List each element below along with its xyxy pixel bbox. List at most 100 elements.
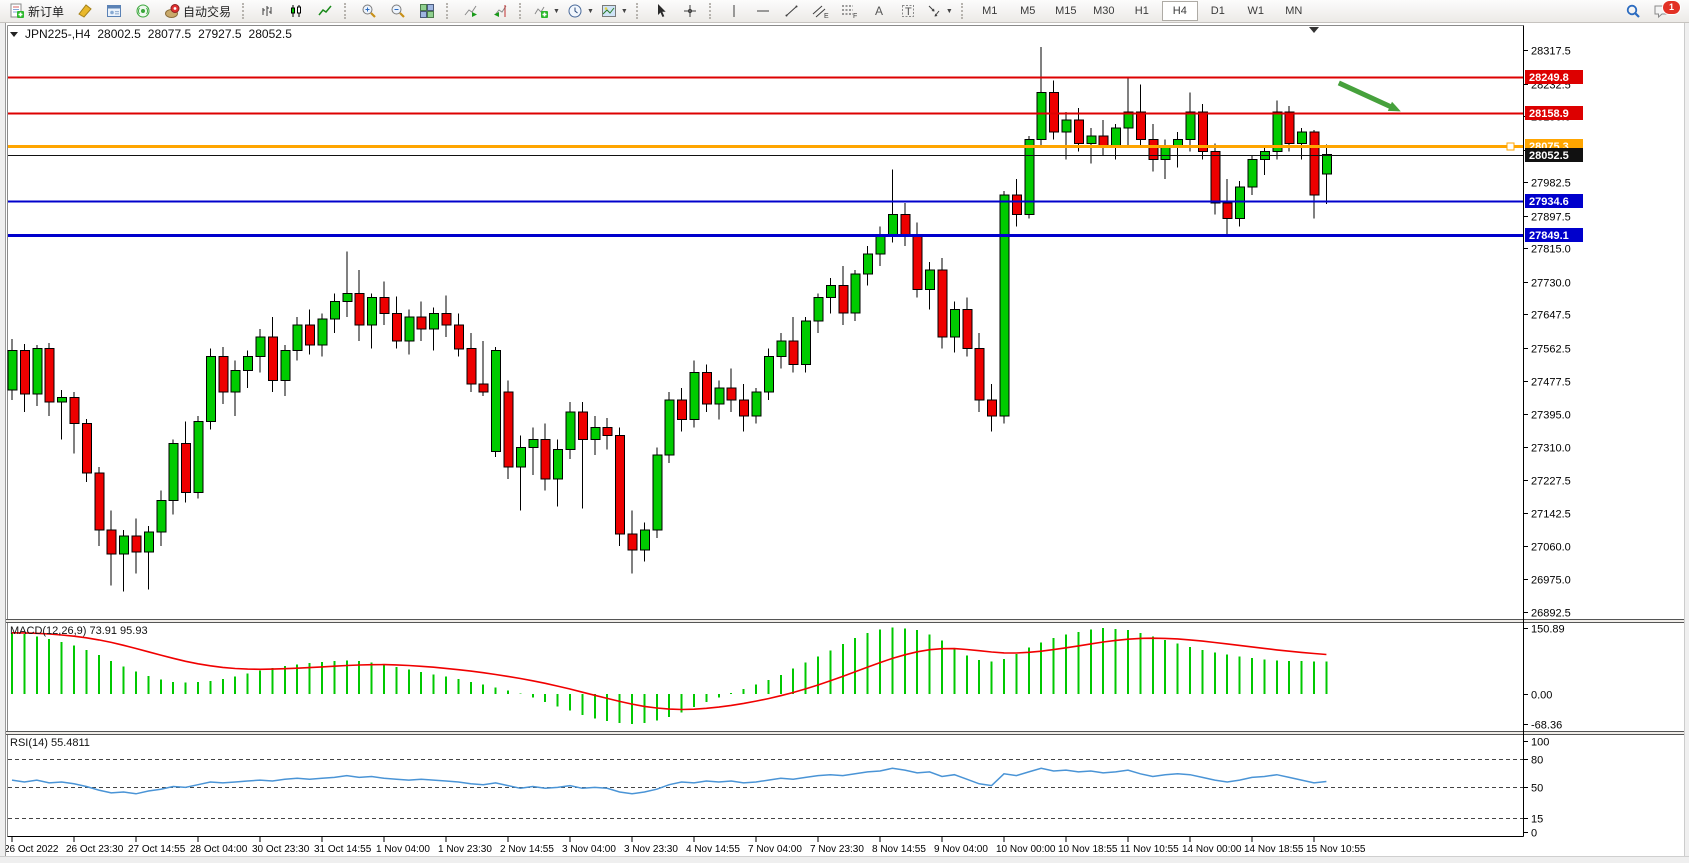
timeframe-w1-button[interactable]: W1 — [1247, 5, 1265, 17]
candle — [106, 529, 117, 555]
equidistant-channel-button[interactable]: E — [807, 0, 835, 22]
metaeditor-button[interactable] — [71, 0, 99, 22]
toolbar-grip — [960, 3, 967, 19]
timeframe-mn-button[interactable]: MN — [1285, 5, 1303, 17]
candle — [429, 312, 440, 330]
cursor-button[interactable] — [647, 0, 675, 22]
timeframe-h1-button[interactable]: H1 — [1134, 5, 1149, 17]
candlestick-chart-icon — [291, 5, 302, 17]
periods-icon — [568, 4, 582, 18]
candle — [1073, 119, 1084, 145]
candle — [714, 387, 725, 405]
timeframe-group: M1 M5 M15 M30 H1 H4 D1 W1 MN — [972, 1, 1312, 21]
candle — [1185, 111, 1196, 141]
candle — [540, 439, 551, 480]
price-tick-label: 28317.5 — [1531, 46, 1571, 58]
candles-series — [7, 47, 1332, 592]
candle — [999, 194, 1010, 417]
bar-chart-button[interactable] — [253, 0, 281, 22]
time-axis-label: 27 Oct 14:55 — [128, 844, 186, 855]
chat-button[interactable]: 1 — [1648, 0, 1681, 22]
collapse-trading-panel-icon[interactable] — [10, 31, 18, 37]
time-axis-label: 26 Oct 23:30 — [66, 844, 124, 855]
price-tick-label: 27060.0 — [1531, 542, 1571, 554]
candle — [478, 383, 489, 393]
timeframe-m1-button[interactable]: M1 — [982, 5, 998, 17]
macd-histogram — [11, 627, 1328, 724]
chart-shift-button[interactable] — [486, 0, 514, 22]
time-axis-label: 11 Nov 10:55 — [1120, 844, 1179, 855]
time-axis-label: 30 Oct 23:30 — [252, 844, 310, 855]
candle — [726, 387, 737, 401]
candle — [131, 535, 142, 553]
level-badge-label: 27849.1 — [1529, 230, 1569, 242]
time-axis-label: 10 Nov 00:00 — [996, 844, 1056, 855]
text-label-icon: T — [901, 5, 914, 18]
arrows-tool-button[interactable]: ▼ — [923, 0, 956, 22]
time-axis-label: 14 Nov 18:55 — [1244, 844, 1304, 855]
level-handle[interactable] — [1506, 142, 1515, 151]
line-chart-button[interactable] — [311, 0, 339, 22]
candle — [342, 293, 353, 302]
price-tick-label: 27647.5 — [1531, 310, 1571, 322]
trendline-button[interactable] — [778, 0, 806, 22]
svg-text:E: E — [824, 13, 829, 19]
level-badge: 27934.6 — [1525, 194, 1583, 208]
signals-button[interactable] — [129, 0, 157, 22]
candle — [1011, 194, 1022, 216]
terminal-button[interactable] — [100, 0, 128, 22]
chart-canvas[interactable]: 28317.528232.528150.028065.027982.527897… — [0, 22, 1689, 863]
zoom-in-button[interactable] — [355, 0, 383, 22]
new-order-button[interactable]: 新订单 — [3, 0, 70, 22]
timeframe-m5-button[interactable]: M5 — [1020, 5, 1036, 17]
tile-windows-button[interactable] — [413, 0, 441, 22]
zoom-out-button[interactable] — [384, 0, 412, 22]
chart-window: 28317.528232.528150.028065.027982.527897… — [0, 22, 1689, 863]
periods-button[interactable]: ▼ — [564, 0, 597, 22]
bar-chart-icon — [262, 6, 272, 16]
time-axis-label: 26 Oct 2022 — [4, 844, 59, 855]
indicators-button[interactable]: ▼ — [530, 0, 563, 22]
text-tool-button[interactable]: A — [865, 0, 893, 22]
vertical-line-button[interactable] — [720, 0, 748, 22]
level-badge: 28052.5 — [1525, 148, 1583, 162]
candle — [1123, 111, 1134, 129]
search-button[interactable] — [1619, 0, 1647, 22]
timeframe-h4-button[interactable]: H4 — [1161, 1, 1198, 21]
candle — [230, 369, 241, 393]
templates-button[interactable]: ▼ — [598, 0, 631, 22]
arrow-annotation[interactable] — [1337, 80, 1401, 112]
time-axis-label: 31 Oct 14:55 — [314, 844, 372, 855]
timeframe-m30-button[interactable]: M30 — [1093, 5, 1115, 17]
candle — [664, 399, 675, 456]
horizontal-line-button[interactable] — [749, 0, 777, 22]
timeframe-m15-button[interactable]: M15 — [1055, 5, 1077, 17]
candlestick-chart-button[interactable] — [282, 0, 310, 22]
price-tick-label: 27227.5 — [1531, 476, 1571, 488]
price-tick-label: 27815.0 — [1531, 244, 1571, 256]
chart-high-value: 28077.5 — [147, 27, 192, 41]
rsi-indicator-label: RSI(14) 55.4811 — [10, 737, 90, 749]
candle — [143, 531, 154, 553]
dropdown-arrow-icon: ▼ — [945, 7, 953, 15]
candle — [243, 356, 254, 371]
candle — [949, 308, 960, 338]
price-tick-label: 27395.0 — [1531, 410, 1571, 422]
text-label-tool-button[interactable]: T — [894, 0, 922, 22]
toolbar-grip — [242, 3, 248, 19]
terminal-icon — [107, 5, 122, 17]
candle — [1284, 111, 1295, 145]
autotrading-button[interactable]: 自动交易 — [158, 0, 237, 22]
fibonacci-button[interactable]: F — [836, 0, 864, 22]
candle — [553, 448, 564, 480]
time-axis-label: 1 Nov 04:00 — [376, 844, 430, 855]
level-badge: 28249.8 — [1525, 70, 1583, 84]
crosshair-button[interactable] — [676, 0, 704, 22]
timeframe-d1-button[interactable]: D1 — [1210, 5, 1225, 17]
candle — [1309, 131, 1320, 196]
candle — [1321, 154, 1332, 175]
candle — [181, 442, 192, 494]
time-axis-label: 10 Nov 18:55 — [1058, 844, 1118, 855]
auto-scroll-button[interactable] — [457, 0, 485, 22]
